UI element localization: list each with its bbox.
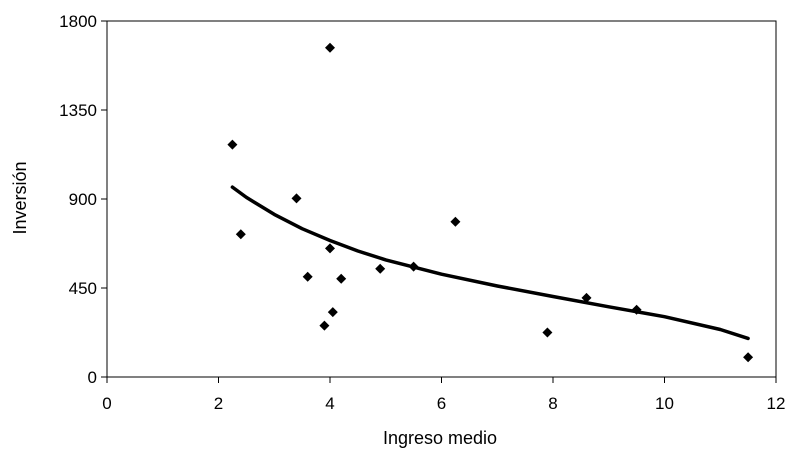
data-point — [319, 320, 330, 331]
data-point — [631, 304, 642, 315]
x-axis-title: Ingreso medio — [383, 428, 497, 448]
x-tick-label: 12 — [767, 394, 786, 413]
data-point — [375, 263, 386, 274]
y-tick-label: 900 — [69, 190, 97, 209]
x-tick-label: 6 — [437, 394, 446, 413]
data-point — [235, 229, 246, 240]
x-tick-label: 10 — [655, 394, 674, 413]
plot-border — [106, 20, 777, 378]
y-axis-ticks: 0 450 900 1350 1800 — [59, 12, 107, 387]
data-point — [227, 139, 238, 150]
x-tick-label: 2 — [214, 394, 223, 413]
y-tick-label: 1350 — [59, 101, 97, 120]
y-tick-label: 0 — [88, 368, 97, 387]
data-point — [408, 261, 419, 272]
data-point — [325, 243, 335, 254]
x-tick-label: 0 — [102, 394, 111, 413]
x-axis-ticks: 0 2 4 6 8 10 12 — [102, 377, 785, 413]
plot-area-frame — [106, 20, 777, 378]
data-point — [291, 193, 302, 204]
trendline-layer — [230, 185, 750, 341]
data-point — [325, 42, 335, 53]
x-tick-label: 8 — [548, 394, 557, 413]
data-point — [542, 327, 553, 338]
data-point — [336, 273, 347, 284]
data-point — [743, 352, 754, 363]
y-tick-label: 1800 — [59, 12, 97, 31]
scatter-points-layer — [227, 42, 754, 363]
y-tick-label: 450 — [69, 279, 97, 298]
data-point — [450, 216, 461, 227]
data-point — [327, 307, 338, 318]
trendline — [230, 185, 750, 341]
data-point — [302, 271, 313, 282]
x-tick-label: 4 — [325, 394, 334, 413]
y-axis-title: Inversión — [10, 161, 30, 234]
data-point — [581, 292, 592, 303]
